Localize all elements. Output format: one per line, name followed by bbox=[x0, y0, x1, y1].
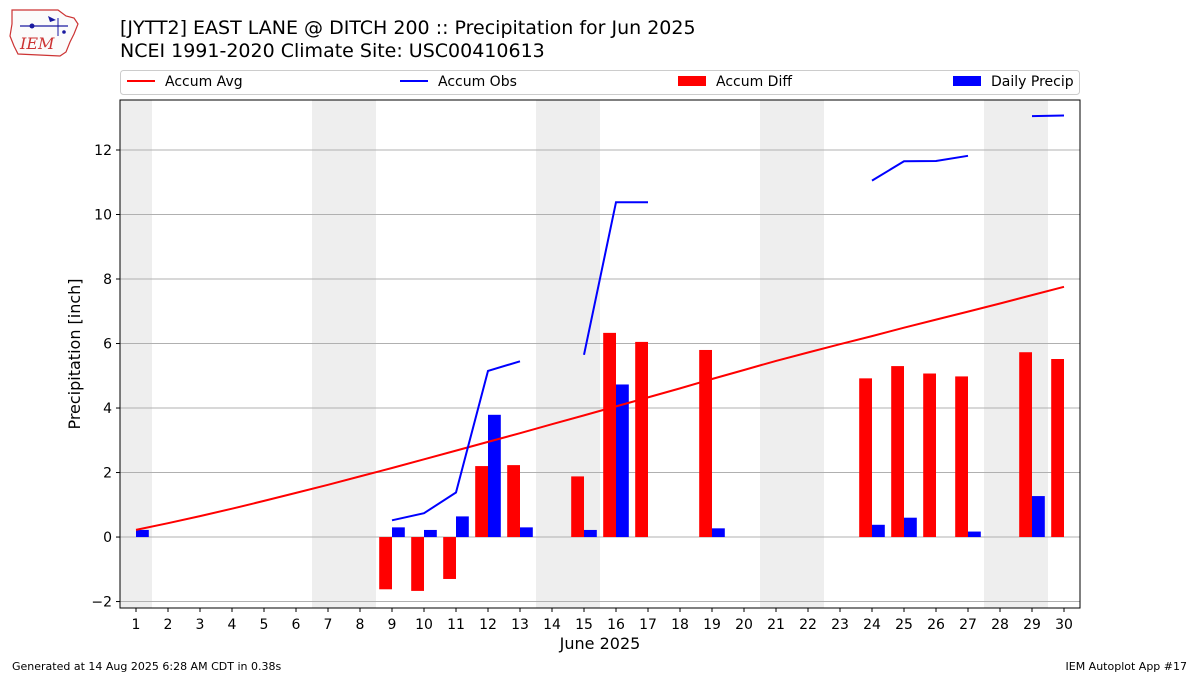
legend-swatch-daily-precip bbox=[953, 76, 981, 86]
x-tick-label: 6 bbox=[292, 617, 301, 633]
accum-obs-line-segment-1 bbox=[583, 201, 648, 356]
accum-diff-bar-13 bbox=[507, 465, 520, 538]
x-tick-label: 28 bbox=[991, 617, 1009, 633]
accum-diff-bar-17 bbox=[635, 341, 648, 538]
daily-precip-bar-10 bbox=[424, 529, 437, 538]
accum-diff-bar-26 bbox=[923, 373, 936, 538]
accum-diff-bar-16 bbox=[603, 332, 616, 538]
daily-precip-bar-27 bbox=[968, 531, 981, 538]
x-tick-label: 17 bbox=[639, 617, 657, 633]
accum-obs-line-segment-0 bbox=[391, 360, 521, 522]
x-tick-label: 4 bbox=[228, 617, 237, 633]
x-tick-label: 7 bbox=[324, 617, 333, 633]
accum-diff-bar-12 bbox=[475, 466, 488, 538]
x-tick-label: 10 bbox=[415, 617, 433, 633]
x-tick-label: 2 bbox=[164, 617, 173, 633]
accum-diff-bar-11 bbox=[443, 537, 456, 579]
legend-label-accum-obs: Accum Obs bbox=[438, 74, 517, 90]
y-tick-label: 8 bbox=[103, 272, 112, 288]
x-axis-label: June 2025 bbox=[559, 634, 641, 653]
accum-diff-bar-27 bbox=[955, 376, 968, 538]
accum-diff-bar-15 bbox=[571, 476, 584, 538]
accum-diff-bar-25 bbox=[891, 366, 904, 538]
y-tick-label: 12 bbox=[94, 143, 112, 159]
accum-diff-bar-9 bbox=[379, 537, 392, 590]
legend-box bbox=[120, 70, 1080, 95]
weekend-shade-1 bbox=[120, 100, 152, 608]
x-tick-label: 22 bbox=[799, 617, 817, 633]
x-tick-label: 12 bbox=[479, 617, 497, 633]
accum-avg-line-segment-0 bbox=[135, 285, 1065, 531]
daily-precip-bar-29 bbox=[1032, 496, 1045, 538]
x-tick-label: 9 bbox=[388, 617, 397, 633]
y-tick-label: −2 bbox=[91, 595, 112, 611]
x-tick-label: 20 bbox=[735, 617, 753, 633]
daily-precip-bar-1 bbox=[136, 529, 149, 538]
daily-precip-bar-19 bbox=[712, 528, 725, 538]
x-tick-label: 11 bbox=[447, 617, 465, 633]
app-footer: IEM Autoplot App #17 bbox=[1065, 660, 1188, 673]
weekend-shade-7 bbox=[312, 100, 344, 608]
daily-precip-bar-13 bbox=[520, 527, 533, 538]
y-tick-label: 10 bbox=[94, 208, 112, 224]
daily-precip-bar-16 bbox=[616, 384, 629, 538]
x-tick-label: 5 bbox=[260, 617, 269, 633]
chart-title: [JYTT2] EAST LANE @ DITCH 200 :: Precipi… bbox=[120, 17, 696, 39]
legend-label-accum-diff: Accum Diff bbox=[716, 74, 792, 90]
x-tick-label: 3 bbox=[196, 617, 205, 633]
accum-diff-bar-24 bbox=[859, 378, 872, 538]
accum-obs-line-segment-3 bbox=[1031, 114, 1065, 118]
accum-diff-bar-10 bbox=[411, 537, 424, 591]
x-tick-label: 18 bbox=[671, 617, 689, 633]
x-tick-label: 16 bbox=[607, 617, 625, 633]
generated-footer: Generated at 14 Aug 2025 6:28 AM CDT in … bbox=[12, 660, 282, 673]
daily-precip-bar-24 bbox=[872, 524, 885, 538]
weekend-shade-28 bbox=[984, 100, 1016, 608]
x-tick-label: 30 bbox=[1055, 617, 1073, 633]
accum-diff-bar-19 bbox=[699, 349, 712, 538]
x-tick-label: 27 bbox=[959, 617, 977, 633]
legend-label-daily-precip: Daily Precip bbox=[991, 74, 1074, 90]
x-tick-label: 24 bbox=[863, 617, 881, 633]
daily-precip-bar-25 bbox=[904, 517, 917, 538]
iem-logo: IEM bbox=[9, 9, 79, 57]
y-tick-label: 4 bbox=[103, 401, 112, 417]
x-tick-label: 13 bbox=[511, 617, 529, 633]
x-tick-label: 8 bbox=[356, 617, 365, 633]
daily-precip-bar-11 bbox=[456, 516, 469, 538]
weekend-shade-8 bbox=[344, 100, 376, 608]
x-tick-label: 15 bbox=[575, 617, 593, 633]
chart-subtitle: NCEI 1991-2020 Climate Site: USC00410613 bbox=[120, 40, 545, 62]
x-tick-label: 14 bbox=[543, 617, 561, 633]
daily-precip-bar-12 bbox=[488, 414, 501, 538]
accum-diff-bar-30 bbox=[1051, 358, 1064, 538]
weekend-shade-21 bbox=[760, 100, 792, 608]
legend-label-accum-avg: Accum Avg bbox=[165, 74, 243, 90]
x-tick-label: 1 bbox=[132, 617, 141, 633]
plot-frame bbox=[119, 99, 1081, 609]
y-tick-label: 2 bbox=[103, 466, 112, 482]
x-tick-label: 21 bbox=[767, 617, 785, 633]
weekend-shade-14 bbox=[536, 100, 568, 608]
x-tick-label: 19 bbox=[703, 617, 721, 633]
x-tick-label: 25 bbox=[895, 617, 913, 633]
daily-precip-bar-9 bbox=[392, 527, 405, 538]
y-tick-label: 6 bbox=[103, 337, 112, 353]
legend-swatch-accum-diff bbox=[678, 76, 706, 86]
x-tick-label: 26 bbox=[927, 617, 945, 633]
svg-text:IEM: IEM bbox=[19, 34, 55, 53]
accum-diff-bar-29 bbox=[1019, 352, 1032, 538]
daily-precip-bar-15 bbox=[584, 529, 597, 538]
y-tick-label: 0 bbox=[103, 530, 112, 546]
y-axis-label: Precipitation [inch] bbox=[65, 278, 84, 429]
accum-obs-line-segment-2 bbox=[871, 154, 969, 182]
weekend-shade-22 bbox=[792, 100, 824, 608]
x-tick-label: 23 bbox=[831, 617, 849, 633]
x-tick-label: 29 bbox=[1023, 617, 1041, 633]
